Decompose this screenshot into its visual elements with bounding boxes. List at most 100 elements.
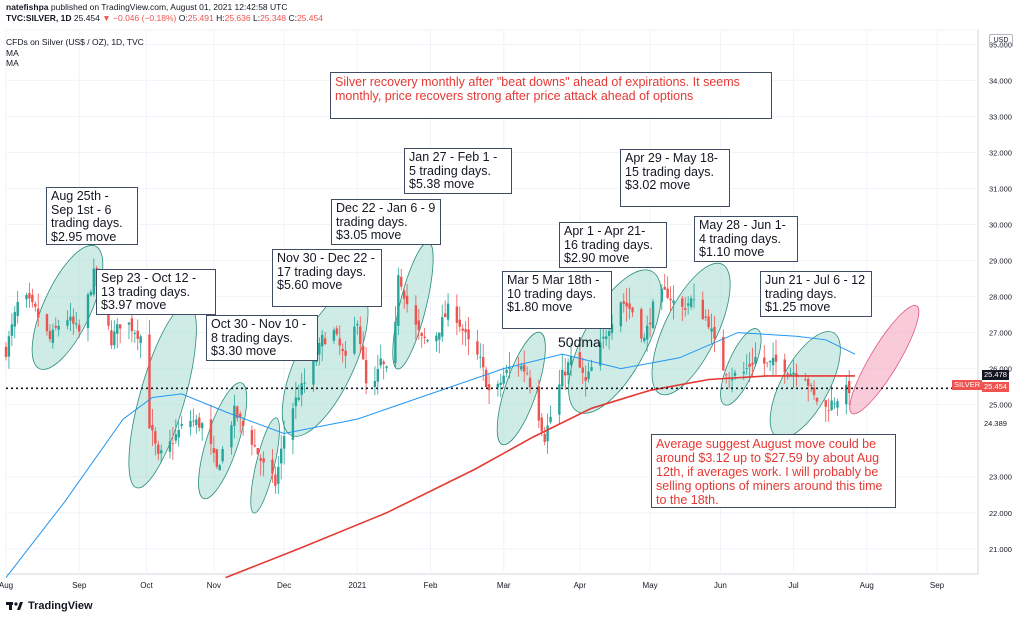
tradingview-logo-icon bbox=[6, 602, 23, 610]
y-tick-label: 22.000 bbox=[989, 509, 1012, 518]
price-change: ▼ −0.046 (−0.18%) bbox=[102, 13, 177, 23]
candle bbox=[133, 333, 137, 334]
footer-brand[interactable]: TradingView bbox=[6, 600, 93, 612]
candle bbox=[57, 325, 60, 330]
x-tick-label: Jul bbox=[788, 581, 798, 590]
candle bbox=[414, 305, 418, 325]
candle bbox=[48, 331, 52, 340]
close-label: C: bbox=[288, 13, 297, 23]
candle bbox=[250, 429, 254, 445]
candle bbox=[602, 336, 605, 339]
candle bbox=[332, 330, 336, 341]
x-tick-label: Sep bbox=[930, 581, 945, 590]
candle bbox=[458, 319, 461, 327]
candle bbox=[335, 328, 339, 335]
candle bbox=[783, 359, 786, 373]
candle bbox=[845, 384, 848, 405]
chart-title: CFDs on Silver (US$ / OZ), 1D, TVC bbox=[6, 37, 144, 47]
candle bbox=[221, 448, 224, 462]
note-may28: May 28 - Jun 1- 4 trading days. $1.10 mo… bbox=[694, 216, 798, 262]
candle bbox=[230, 425, 233, 448]
candle bbox=[645, 325, 649, 340]
y-tick-label: 35.000 bbox=[989, 40, 1012, 49]
candle bbox=[417, 320, 421, 331]
candle bbox=[701, 299, 704, 320]
candle bbox=[402, 290, 406, 299]
candle bbox=[180, 424, 183, 426]
candle bbox=[151, 424, 154, 431]
candle bbox=[563, 371, 567, 376]
candle bbox=[168, 441, 172, 452]
last-price: 25.454 bbox=[73, 13, 100, 23]
ma-legend-2[interactable]: MA bbox=[6, 58, 19, 68]
candle bbox=[733, 372, 737, 376]
candle bbox=[148, 334, 151, 429]
candle bbox=[86, 294, 90, 329]
publish-info: natefishpa published on TradingView.com,… bbox=[6, 2, 287, 12]
candle bbox=[587, 371, 590, 380]
candle bbox=[464, 329, 467, 333]
ma-price-tag: 25.478 bbox=[982, 370, 1009, 380]
x-tick-label: Aug bbox=[0, 581, 13, 590]
candle bbox=[640, 309, 643, 339]
move-ellipse bbox=[720, 328, 762, 406]
candle bbox=[280, 448, 283, 464]
candle bbox=[824, 400, 827, 407]
candle bbox=[359, 326, 362, 344]
candle bbox=[643, 337, 646, 342]
move-ellipse bbox=[198, 382, 248, 500]
candle bbox=[116, 324, 119, 334]
candle bbox=[189, 420, 192, 428]
candle bbox=[684, 308, 687, 310]
candle bbox=[373, 381, 377, 387]
candle bbox=[713, 326, 716, 339]
candle bbox=[681, 298, 684, 307]
publisher-name[interactable]: natefishpa bbox=[6, 2, 49, 12]
candle bbox=[725, 374, 728, 376]
candle bbox=[356, 323, 359, 326]
x-tick-label: Sep bbox=[72, 581, 87, 590]
candle bbox=[581, 367, 584, 373]
currency-label[interactable]: USD bbox=[989, 34, 1013, 47]
move-ellipse bbox=[392, 241, 434, 370]
low-value: 25.348 bbox=[260, 13, 287, 23]
candle bbox=[689, 298, 693, 307]
candle bbox=[628, 303, 631, 309]
candle bbox=[455, 306, 459, 323]
candle bbox=[795, 373, 798, 377]
candle bbox=[792, 372, 795, 375]
candle bbox=[619, 302, 623, 327]
high-value: 25.636 bbox=[224, 13, 251, 23]
candle bbox=[385, 366, 388, 369]
candle bbox=[537, 386, 541, 421]
candle bbox=[742, 371, 745, 374]
y-axis: 35.000 34.000 33.000 32.000 31.000 30.000 29.0… bbox=[989, 40, 1012, 553]
candle bbox=[508, 367, 511, 370]
candle bbox=[72, 316, 75, 324]
candle bbox=[660, 288, 664, 302]
note-jan: Jan 27 - Feb 1 - 5 trading days. $5.38 m… bbox=[404, 148, 512, 194]
candle bbox=[92, 268, 96, 295]
candle bbox=[195, 419, 198, 425]
candle bbox=[7, 336, 11, 357]
x-tick-label: Aug bbox=[860, 581, 874, 590]
candle bbox=[827, 410, 830, 412]
candle bbox=[25, 294, 28, 300]
candle bbox=[209, 419, 213, 444]
low-label: L: bbox=[252, 13, 261, 23]
candle bbox=[520, 365, 523, 370]
candle bbox=[51, 329, 55, 344]
candle bbox=[171, 443, 175, 444]
candle bbox=[558, 384, 561, 415]
candle bbox=[806, 378, 810, 386]
ma-legend-1[interactable]: MA bbox=[6, 48, 19, 58]
candle bbox=[361, 346, 365, 360]
x-tick-label: Jun bbox=[714, 581, 727, 590]
candle bbox=[69, 316, 72, 321]
candle bbox=[10, 324, 14, 336]
x-tick-label: Apr bbox=[574, 581, 587, 590]
candle bbox=[241, 421, 245, 427]
candle bbox=[233, 405, 236, 426]
candle bbox=[4, 346, 8, 357]
